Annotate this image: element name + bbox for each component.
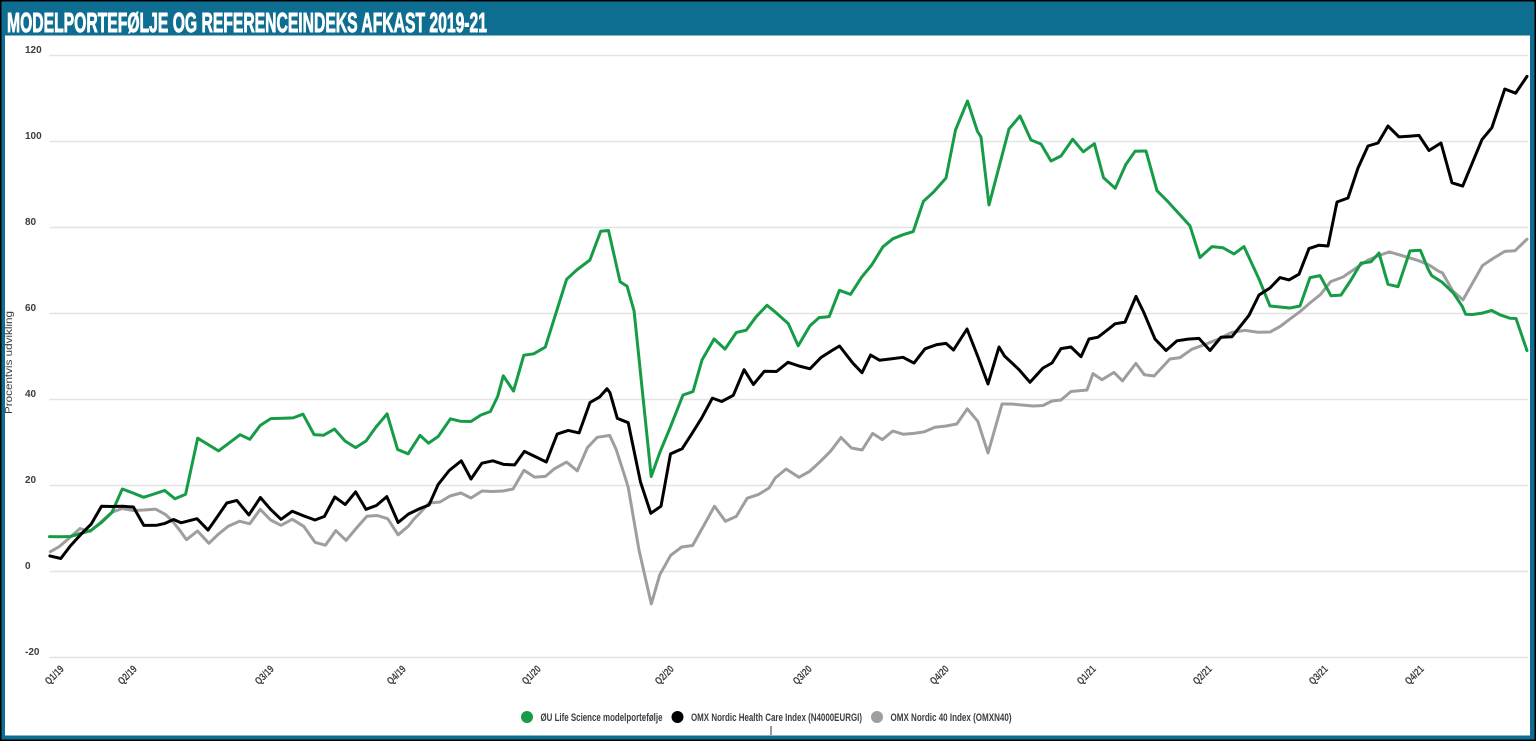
svg-text:20: 20: [25, 475, 37, 486]
svg-text:OMX Nordic 40 Index (OMXN40): OMX Nordic 40 Index (OMXN40): [891, 712, 1012, 724]
svg-text:-20: -20: [25, 647, 40, 658]
svg-text:40: 40: [25, 389, 37, 400]
svg-text:0: 0: [25, 561, 31, 572]
svg-text:60: 60: [25, 303, 37, 314]
svg-text:MODELPORTEFØLJE OG REFERENCEIN: MODELPORTEFØLJE OG REFERENCEINDEKS AFKAS…: [7, 7, 487, 38]
svg-text:ØU Life Science modelportefølj: ØU Life Science modelportefølje: [541, 712, 663, 724]
svg-text:Procentvis udvikling: Procentvis udvikling: [4, 311, 15, 414]
svg-text:100: 100: [25, 131, 42, 142]
svg-text:120: 120: [25, 45, 42, 56]
svg-text:80: 80: [25, 217, 37, 228]
svg-text:OMX Nordic Health Care Index (: OMX Nordic Health Care Index (N4000EURGI…: [691, 712, 862, 724]
